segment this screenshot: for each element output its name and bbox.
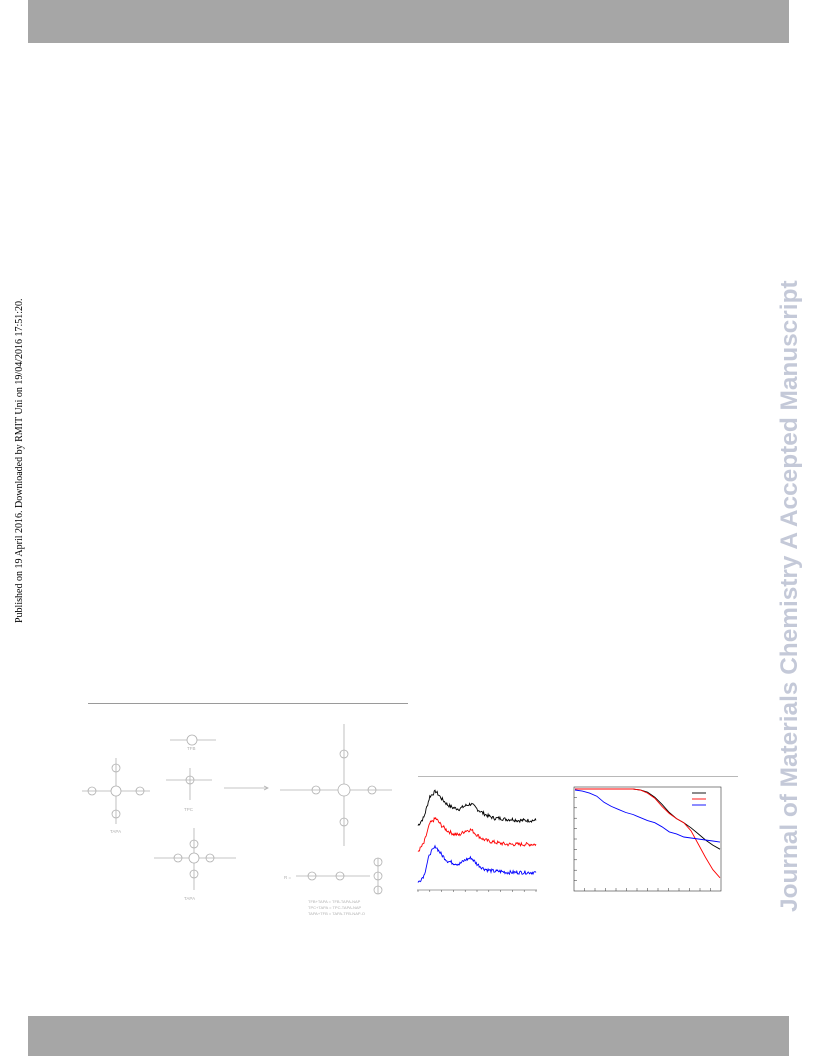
tapa-bottom-molecule: [154, 828, 236, 890]
decay-line-1: [575, 788, 721, 850]
tfb-molecule: [170, 734, 216, 746]
tpc-molecule: [166, 768, 212, 800]
legend: [692, 792, 706, 806]
watermark: Journal of Materials Chemistry A Accepte…: [776, 146, 816, 912]
decay-series: [574, 788, 721, 879]
reaction-scheme: TAPA TAPA TFB TPC R = TFB+TAPA = TFB-TAP…: [82, 724, 392, 916]
product-network: [280, 724, 392, 846]
x-axis-ticks: [417, 890, 537, 892]
decay-chart: [573, 786, 722, 892]
spectrum-line-3: [417, 844, 537, 883]
figure-rule-right: [418, 776, 738, 777]
spectrum-line-2: [417, 816, 537, 852]
spectrum-line-1: [417, 789, 537, 826]
product-label-3: TAPA+TFB = TAPA-TFB-NAP-O: [308, 911, 365, 916]
tfb-label: TFB: [187, 746, 196, 751]
product-label-1: TFB+TAPA = TFB-TAPA-NAP: [308, 899, 361, 904]
r-group: [296, 857, 383, 895]
reaction-arrow: [224, 785, 269, 791]
header-bar: [28, 0, 789, 43]
tpc-label: TPC: [184, 807, 194, 812]
tapa-label: TAPA: [110, 829, 121, 834]
tapa-bottom-label: TAPA: [184, 896, 195, 901]
tapa-molecule: [82, 758, 150, 824]
product-label-2: TPC+TAPA = TPC-TAPA-NAP: [308, 905, 362, 910]
decay-line-3: [574, 789, 721, 843]
spectra-series: [417, 789, 537, 883]
watermark-text: Journal of Materials Chemistry A Accepte…: [776, 280, 803, 912]
figure-rule-left: [88, 703, 408, 704]
decay-line-2: [575, 788, 721, 879]
r-group-label: R =: [284, 875, 292, 880]
spectra-chart: [417, 789, 537, 892]
axis-ticks: [574, 797, 711, 891]
footer-bar: [28, 1016, 789, 1056]
publication-note: Published on 19 April 2016. Downloaded b…: [14, 298, 25, 623]
